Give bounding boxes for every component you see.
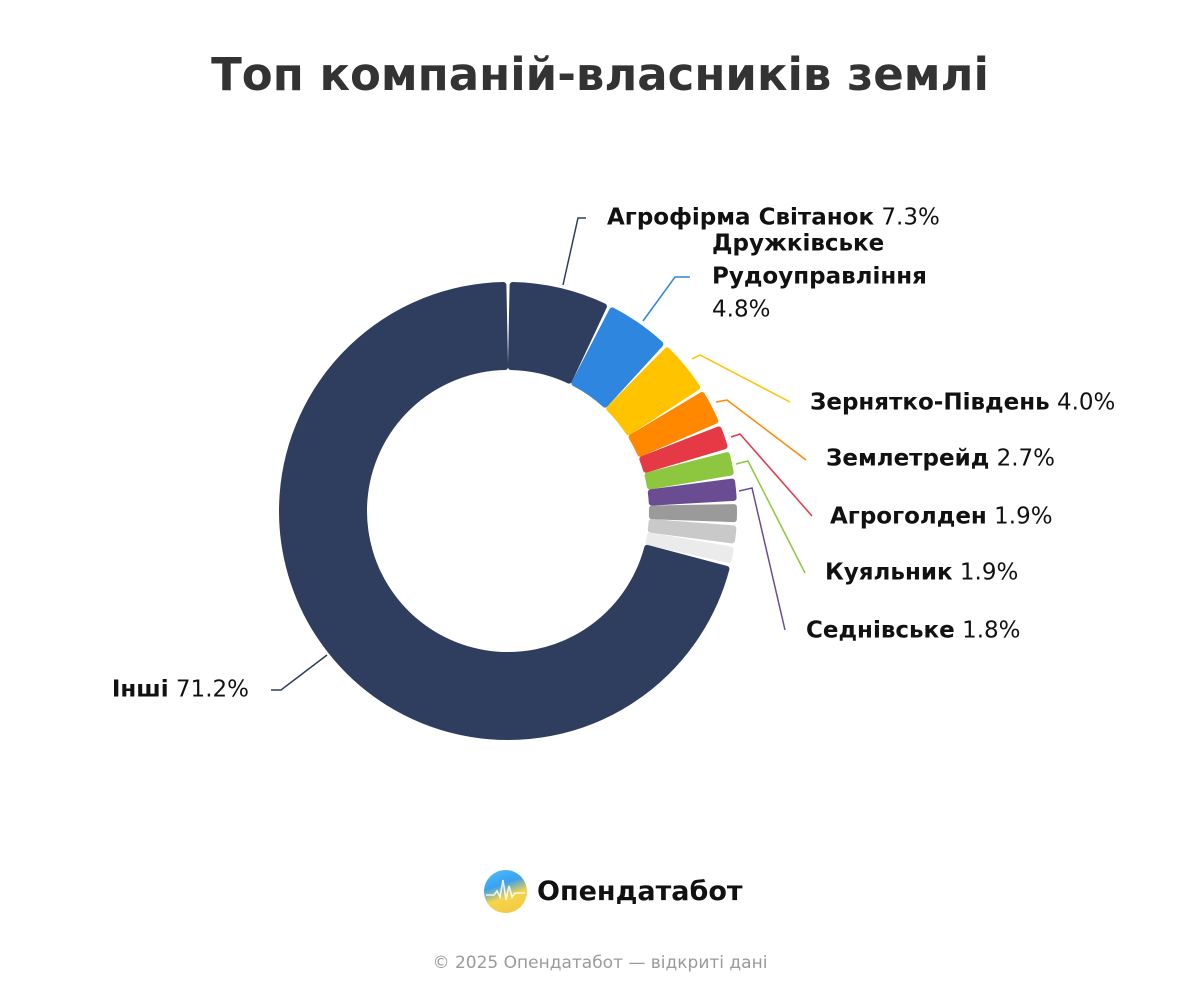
slice-label-name: Агрофірма Світанок <box>607 204 875 231</box>
slice-label: Седнівське 1.8% <box>806 615 1021 648</box>
slice-label: Зернятко-Південь 4.0% <box>810 387 1115 420</box>
logo-icon <box>484 870 527 913</box>
slice-label-value: 1.8% <box>962 617 1021 644</box>
brand-logo: Опендатабот <box>484 870 743 913</box>
slice-label-name: Дружківське <box>712 230 885 257</box>
slice-label: Землетрейд 2.7% <box>826 443 1055 476</box>
slice-label-value: 71.2% <box>175 676 249 703</box>
slice-label: Агроголден 1.9% <box>830 501 1053 534</box>
slice-label-name: Куяльник <box>825 559 953 586</box>
slice-label-value: 4.0% <box>1056 389 1116 416</box>
slice-label-name: Седнівське <box>806 617 955 644</box>
donut-slice-other-9[interactable] <box>645 532 734 563</box>
donut-slice-0[interactable] <box>507 282 607 384</box>
leader-line <box>715 399 807 461</box>
footer-copyright: © 2025 Опендатабот — відкриті дані <box>432 953 768 973</box>
slice-label: Дружківське Рудоуправління 4.8% <box>712 228 927 327</box>
leader-line <box>562 217 586 286</box>
slice-label: Інші 71.2% <box>112 674 249 707</box>
donut-slice-1[interactable] <box>571 307 664 408</box>
slice-label: Агрофірма Світанок 7.3% <box>607 202 940 235</box>
donut-slice-10[interactable] <box>279 282 730 740</box>
slice-label-value: 7.3% <box>881 204 940 231</box>
donut-slice-4[interactable] <box>639 426 728 473</box>
donut-slice-2[interactable] <box>606 347 701 436</box>
chart-title: Топ компаній-власників землі <box>211 48 989 101</box>
slice-label-value: 2.7% <box>996 445 1056 472</box>
leader-line <box>691 354 791 403</box>
leader-line <box>738 487 786 631</box>
slice-label-name: Інші <box>111 676 169 703</box>
donut-slice-3[interactable] <box>628 392 719 457</box>
donut-slice-6[interactable] <box>647 478 737 506</box>
donut-slice-5[interactable] <box>644 452 734 490</box>
slice-label: Куяльник 1.9% <box>825 557 1018 590</box>
slice-label-value: 1.9% <box>994 503 1053 530</box>
brand-name: Опендатабот <box>537 876 743 907</box>
leader-line <box>730 433 813 517</box>
slice-label-value: 1.9% <box>959 559 1019 586</box>
slice-label-name: Рудоуправління <box>712 263 927 290</box>
leader-line <box>271 654 328 691</box>
leader-line <box>735 460 806 574</box>
donut-slice-other-7[interactable] <box>648 504 737 523</box>
slice-label-name: Агроголден <box>830 503 987 530</box>
slice-label-name: Землетрейд <box>826 445 990 472</box>
leader-line <box>642 276 690 322</box>
slice-label-value: 4.8% <box>712 296 771 323</box>
donut-slice-other-8[interactable] <box>647 519 737 544</box>
slice-label-name: Зернятко-Південь <box>810 389 1050 416</box>
